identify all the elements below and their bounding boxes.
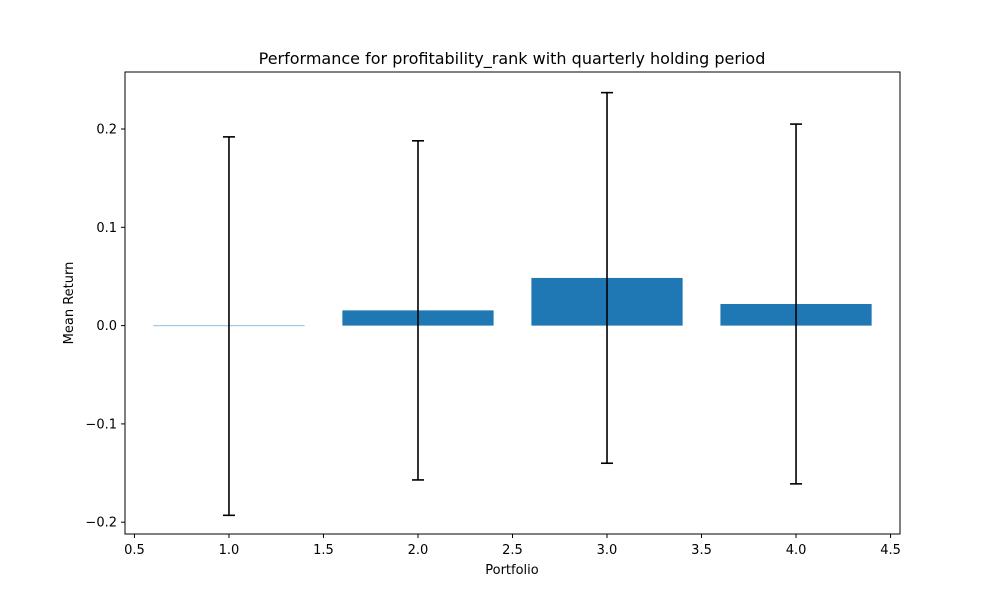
y-tick-label: 0.2	[96, 123, 117, 138]
axes-frame	[124, 71, 901, 535]
x-tick-label: 4.0	[786, 543, 807, 558]
errorbar-portfolio-4	[790, 123, 803, 485]
y-axis-label: Mean Return	[62, 262, 77, 345]
x-tick-label: 0.5	[124, 543, 145, 558]
chart-title: Performance for profitability_rank with …	[259, 49, 766, 69]
errorbar-portfolio-2	[411, 140, 424, 481]
x-tick-label: 3.5	[691, 543, 712, 558]
x-tick-label: 3.0	[597, 543, 618, 558]
x-tick-label: 1.0	[219, 543, 240, 558]
errorbar-portfolio-3	[601, 91, 614, 465]
errorbar-portfolio-1	[222, 136, 235, 517]
y-tick-label: −0.2	[85, 516, 117, 531]
plot-area: 0.5 1.0 1.5 2.0 2.5 3.0 3.5 4.0 4.5 −0.2 −0.1 0.0 0.…	[85, 71, 901, 558]
x-tick-label: 2.0	[408, 543, 429, 558]
y-tick-label: 0.0	[96, 319, 117, 334]
x-axis-label: Portfolio	[485, 563, 539, 578]
y-tick-label: −0.1	[85, 417, 117, 432]
x-tick-label: 4.5	[880, 543, 901, 558]
x-tick-label: 2.5	[502, 543, 523, 558]
x-tick-label: 1.5	[313, 543, 334, 558]
y-tick-label: 0.1	[96, 221, 117, 236]
